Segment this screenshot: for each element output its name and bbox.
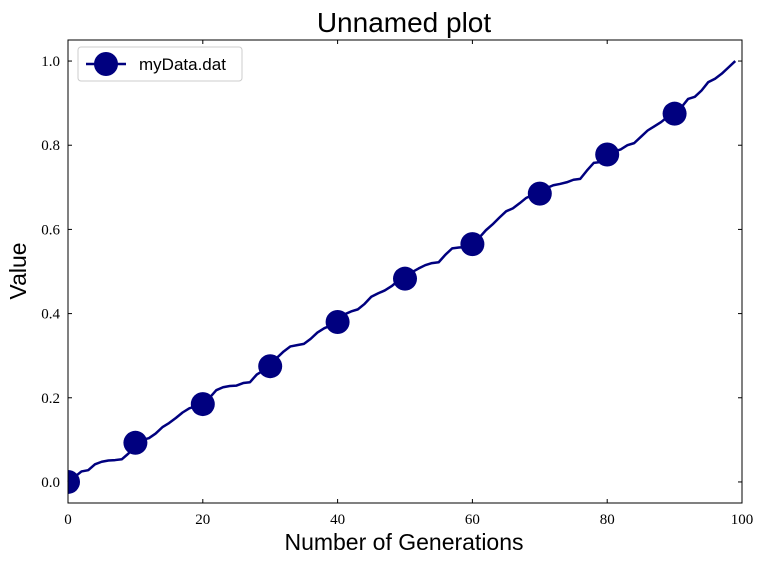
data-point-marker bbox=[325, 310, 350, 335]
x-tick-label: 20 bbox=[195, 512, 210, 528]
data-point-marker bbox=[258, 354, 283, 379]
data-point-marker bbox=[595, 142, 620, 167]
x-tick-label: 0 bbox=[64, 512, 72, 528]
data-point-marker bbox=[68, 469, 80, 494]
x-tick-label: 80 bbox=[600, 512, 615, 528]
legend: myData.dat bbox=[77, 46, 243, 82]
data-point-marker bbox=[527, 181, 552, 206]
y-tick-label: 0.4 bbox=[41, 307, 60, 323]
data-point-marker bbox=[190, 392, 215, 417]
data-point-marker bbox=[662, 101, 687, 126]
y-tick-label: 0.6 bbox=[41, 222, 60, 238]
y-tick-label: 1.0 bbox=[41, 54, 60, 70]
legend-marker-sample bbox=[94, 52, 118, 76]
legend-label: myData.dat bbox=[139, 55, 226, 74]
y-tick-label: 0.0 bbox=[41, 475, 60, 491]
plot-area-frame bbox=[67, 39, 743, 504]
y-tick-label: 0.8 bbox=[41, 138, 60, 154]
x-tick-label: 40 bbox=[330, 512, 345, 528]
plot-layer bbox=[67, 60, 737, 494]
y-axis-label: Value bbox=[5, 242, 31, 299]
y-tick-label: 0.2 bbox=[41, 391, 60, 407]
chart-title: Unnamed plot bbox=[317, 7, 492, 38]
x-axis-label: Number of Generations bbox=[284, 529, 523, 555]
data-point-marker bbox=[393, 266, 417, 291]
data-point-marker bbox=[460, 232, 485, 257]
data-point-marker bbox=[123, 430, 148, 455]
legend-frame bbox=[77, 46, 243, 82]
x-tick-label: 60 bbox=[465, 512, 480, 528]
ticks-layer: 0 20 40 60 80 100 0.0 0.2 0.4 0.6 0.8 1.0 bbox=[41, 40, 753, 528]
x-tick-label: 100 bbox=[731, 512, 754, 528]
